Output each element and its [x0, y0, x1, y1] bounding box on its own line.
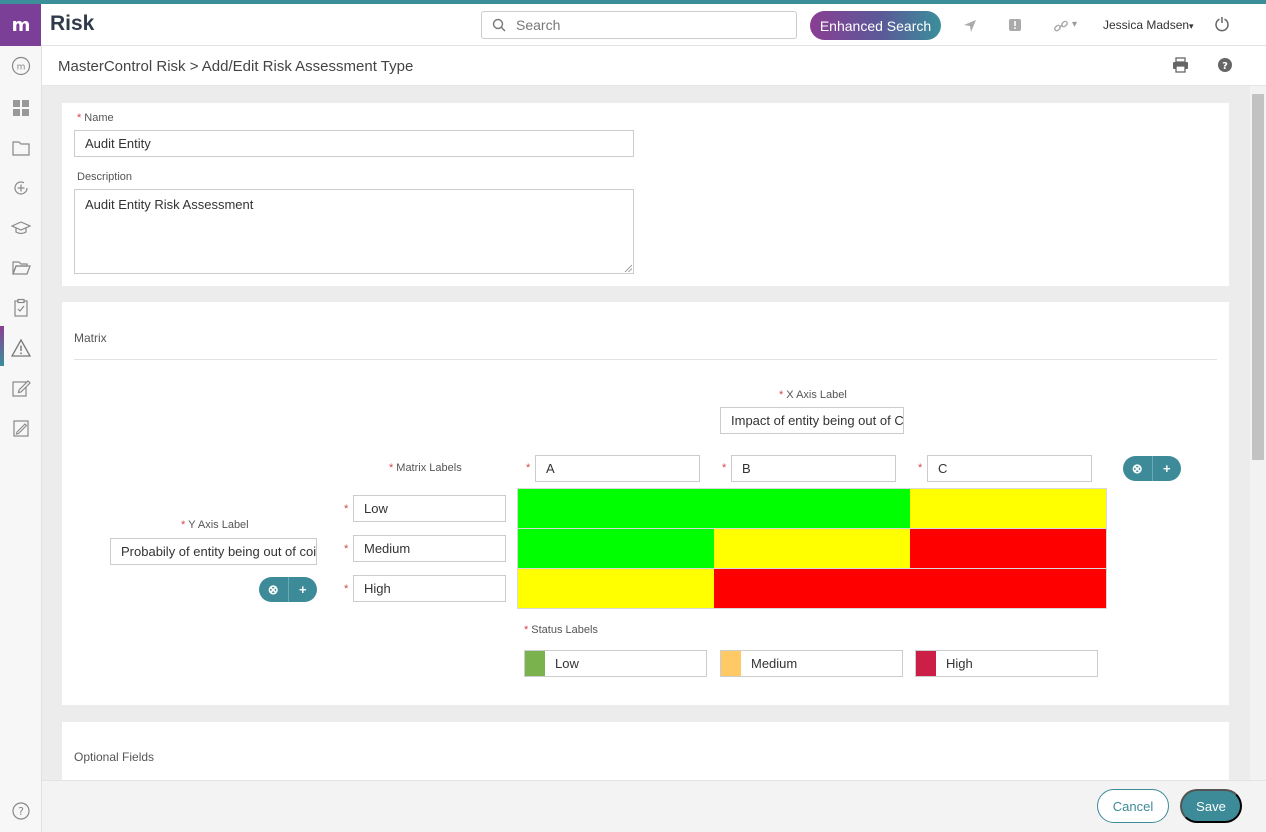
vertical-scrollbar[interactable] [1250, 86, 1266, 780]
add-column-button[interactable]: + [1162, 461, 1171, 476]
process-icon[interactable] [11, 178, 31, 198]
alert-icon[interactable] [1008, 18, 1022, 32]
top-accent-line [0, 0, 1266, 4]
status-swatch-medium[interactable] [721, 651, 741, 676]
print-icon[interactable] [1172, 57, 1189, 73]
description-textarea[interactable]: Audit Entity Risk Assessment [74, 189, 634, 274]
row-low-required: * [344, 503, 349, 515]
svg-text:m: m [17, 63, 26, 73]
x-axis-label: * X Axis Label [779, 389, 847, 401]
breadcrumb-bar: MasterControl Risk > Add/Edit Risk Asses… [42, 46, 1266, 86]
remove-column-button[interactable]: ⊗ [1123, 456, 1153, 481]
optional-fields-panel: Optional Fields [62, 722, 1229, 780]
matrix-cell-medium-b[interactable] [714, 529, 910, 568]
y-axis-label: * Y Axis Label [181, 519, 249, 531]
help-icon[interactable]: ? [1217, 57, 1233, 73]
matrix-cell-low-b[interactable] [714, 489, 910, 528]
sign-document-icon[interactable] [11, 418, 31, 438]
left-sidebar: m [0, 46, 42, 832]
matrix-labels-label: * Matrix Labels [389, 462, 462, 474]
matrix-cell-high-b[interactable] [714, 569, 910, 608]
save-button[interactable]: Save [1180, 789, 1242, 823]
optional-fields-title: Optional Fields [74, 750, 155, 764]
column-add-remove-buttons: ⊗ + [1123, 456, 1181, 481]
column-b-required: * [722, 462, 727, 474]
x-axis-input[interactable]: Impact of entity being out of C [720, 407, 904, 434]
enhanced-search-button[interactable]: Enhanced Search [810, 11, 941, 40]
link-icon[interactable] [1053, 18, 1069, 34]
matrix-cell-low-c[interactable] [910, 489, 1106, 528]
app-title: Risk [50, 12, 95, 35]
matrix-cell-high-c[interactable] [910, 569, 1106, 608]
status-label-text-high: High [946, 656, 973, 671]
status-label-medium[interactable]: Medium [720, 650, 903, 677]
add-row-button[interactable]: + [298, 582, 307, 597]
matrix-cell-medium-c[interactable] [910, 529, 1106, 568]
navigate-icon[interactable] [962, 18, 978, 34]
checklist-icon[interactable] [11, 298, 31, 318]
mastercontrol-home-icon[interactable]: m [11, 56, 31, 76]
column-c-required: * [918, 462, 923, 474]
y-axis-input[interactable]: Probabily of entity being out of coi [110, 538, 317, 565]
row-label-input-low[interactable]: Low [353, 495, 506, 522]
sidebar-help-icon[interactable]: ? [12, 802, 30, 820]
matrix-cell-medium-a[interactable] [518, 529, 714, 568]
edit-document-icon[interactable] [11, 378, 31, 398]
user-caret-icon: ▾ [1189, 21, 1194, 31]
dashboard-icon[interactable] [11, 98, 31, 118]
general-panel: * Name Audit Entity Description Audit Ent… [62, 103, 1229, 286]
column-label-input-c[interactable]: C [927, 455, 1092, 482]
user-name: Jessica Madsen [1103, 18, 1190, 32]
search-box[interactable] [481, 11, 797, 39]
name-input[interactable]: Audit Entity [74, 130, 634, 157]
app-logo[interactable]: m [0, 4, 41, 46]
description-value: Audit Entity Risk Assessment [85, 197, 254, 212]
cancel-button[interactable]: Cancel [1097, 789, 1169, 823]
row-label-input-high[interactable]: High [353, 575, 506, 602]
column-label-input-b[interactable]: B [731, 455, 896, 482]
svg-text:?: ? [1222, 61, 1228, 72]
row-add-remove-buttons: ⊗ + [259, 577, 317, 602]
svg-text:?: ? [18, 805, 24, 818]
column-label-input-a[interactable]: A [535, 455, 700, 482]
matrix-section-title: Matrix [74, 331, 107, 345]
logo-text: m [11, 14, 31, 36]
search-icon [492, 18, 506, 32]
matrix-cell-high-a[interactable] [518, 569, 714, 608]
footer-bar: Cancel Save [42, 780, 1266, 832]
sidebar-active-indicator [0, 326, 4, 366]
column-a-required: * [526, 462, 531, 474]
main-content: * Name Audit Entity Description Audit Ent… [42, 86, 1250, 780]
training-icon[interactable] [11, 218, 31, 238]
risk-warning-icon[interactable] [11, 338, 31, 358]
link-caret-icon[interactable]: ▾ [1072, 19, 1078, 30]
status-label-text-low: Low [555, 656, 579, 671]
search-input[interactable] [516, 17, 776, 33]
logout-icon[interactable] [1214, 16, 1230, 32]
row-high-required: * [344, 583, 349, 595]
matrix-divider [74, 359, 1217, 360]
status-label-high[interactable]: High [915, 650, 1098, 677]
top-bar: m Risk Enhanced Search ▾ Jessica Madsen▾ [0, 4, 1266, 46]
breadcrumb: MasterControl Risk > Add/Edit Risk Asses… [58, 58, 414, 75]
folder-icon[interactable] [11, 138, 31, 158]
status-label-text-medium: Medium [751, 656, 798, 671]
user-menu[interactable]: Jessica Madsen▾ [1103, 18, 1194, 32]
name-label: * Name [77, 112, 114, 124]
matrix-cell-low-a[interactable] [518, 489, 714, 528]
resize-handle-icon[interactable] [624, 264, 632, 272]
description-label: Description [77, 171, 133, 183]
row-medium-required: * [344, 543, 349, 555]
scrollbar-thumb[interactable] [1252, 94, 1264, 460]
open-folder-icon[interactable] [11, 258, 31, 278]
risk-matrix-grid [517, 488, 1107, 609]
row-label-input-medium[interactable]: Medium [353, 535, 506, 562]
status-swatch-low[interactable] [525, 651, 545, 676]
status-label-low[interactable]: Low [524, 650, 707, 677]
status-labels-label: * Status Labels [524, 624, 598, 636]
status-swatch-high[interactable] [916, 651, 936, 676]
matrix-panel: Matrix * X Axis Label Impact of entity be… [62, 302, 1229, 705]
remove-row-button[interactable]: ⊗ [259, 577, 289, 602]
